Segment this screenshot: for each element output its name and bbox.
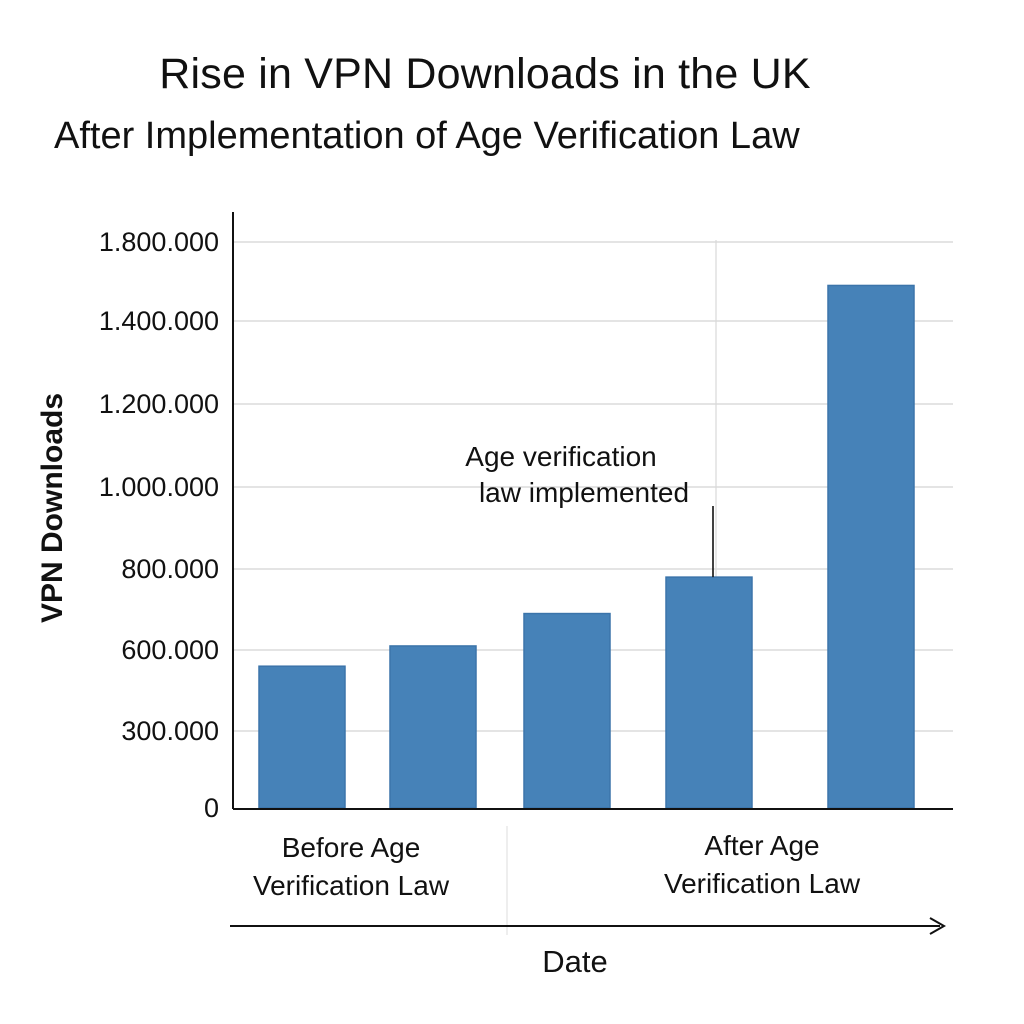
y-tick-label: 600.000 <box>121 635 219 665</box>
y-tick-label: 800.000 <box>121 554 219 584</box>
annotation-text: Age verification <box>465 441 656 472</box>
x-axis-label: Date <box>542 944 607 979</box>
y-tick-label: 300.000 <box>121 716 219 746</box>
y-axis-label: VPN Downloads <box>36 393 69 623</box>
bar <box>258 665 346 809</box>
x-group-label: Before Age <box>282 832 421 863</box>
annotation-text: law implemented <box>479 477 689 508</box>
chart-subtitle: After Implementation of Age Verification… <box>54 115 800 157</box>
x-group-label: Verification Law <box>253 870 450 901</box>
arrow-head-icon <box>929 917 947 935</box>
y-tick-label: 1.400.000 <box>99 306 219 336</box>
x-group-label: After Age <box>704 830 819 861</box>
bar <box>389 645 477 809</box>
y-tick-label: 1.200.000 <box>99 389 219 419</box>
y-tick-label: 0 <box>204 793 219 823</box>
y-tick-label: 1.000.000 <box>99 472 219 502</box>
bar <box>665 576 753 809</box>
y-tick-label: 1.800.000 <box>99 227 219 257</box>
bar <box>827 284 915 809</box>
x-group-label: Verification Law <box>664 868 861 899</box>
chart-title: Rise in VPN Downloads in the UK <box>159 50 811 98</box>
bar <box>523 612 611 809</box>
